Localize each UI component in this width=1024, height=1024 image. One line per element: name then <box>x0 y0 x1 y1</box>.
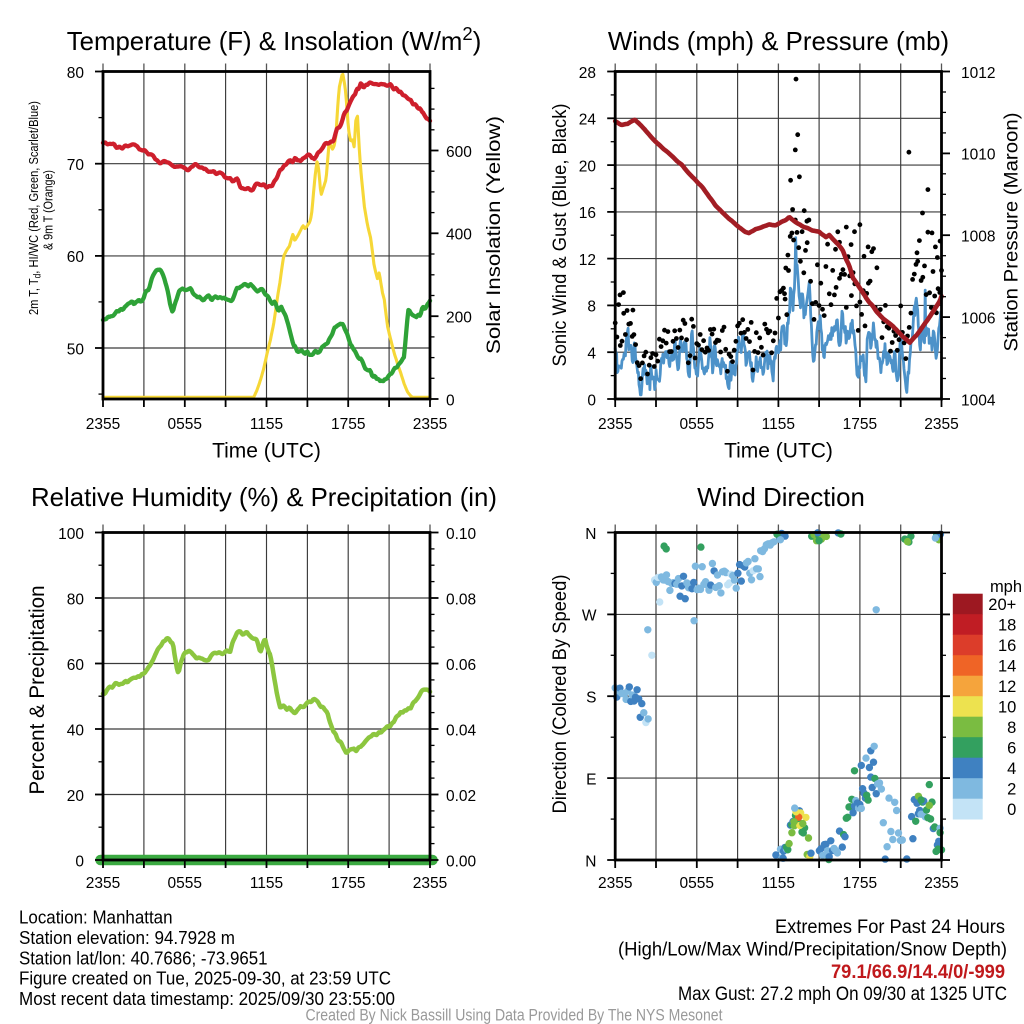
svg-text:Solar Insolation (Yellow): Solar Insolation (Yellow) <box>483 116 505 354</box>
svg-text:12: 12 <box>998 678 1016 696</box>
svg-text:0.02: 0.02 <box>446 788 476 805</box>
svg-text:S: S <box>586 690 596 707</box>
svg-text:80: 80 <box>67 65 85 82</box>
svg-text:Temperature (F) & Insolation (: Temperature (F) & Insolation (W/m2) <box>67 23 482 56</box>
svg-text:4: 4 <box>1007 760 1016 778</box>
svg-text:16: 16 <box>579 205 596 222</box>
svg-text:12: 12 <box>579 252 596 269</box>
svg-text:1755: 1755 <box>331 416 365 433</box>
svg-text:24: 24 <box>579 112 597 129</box>
svg-text:20: 20 <box>579 158 597 175</box>
svg-text:Relative Humidity (%) & Precip: Relative Humidity (%) & Precipitation (i… <box>31 484 497 512</box>
svg-text:2m T, Td, HI/WC (Red, Green, S: 2m T, Td, HI/WC (Red, Green, Scarlet/Blu… <box>26 101 44 315</box>
svg-text:mph: mph <box>990 578 1022 596</box>
svg-text:6: 6 <box>1007 740 1016 758</box>
svg-text:28: 28 <box>579 65 596 82</box>
svg-text:200: 200 <box>446 309 472 326</box>
svg-text:100: 100 <box>58 526 84 543</box>
svg-text:0: 0 <box>75 853 84 870</box>
svg-text:1155: 1155 <box>762 416 795 433</box>
svg-text:Time (UTC): Time (UTC) <box>212 440 321 463</box>
svg-text:1155: 1155 <box>250 875 283 892</box>
svg-text:(High/Low/Max Wind/Precipitati: (High/Low/Max Wind/Precipitation/Snow De… <box>618 939 1007 960</box>
svg-text:2355: 2355 <box>924 875 958 892</box>
svg-text:2355: 2355 <box>86 875 120 892</box>
svg-text:8: 8 <box>1007 719 1016 737</box>
svg-text:2: 2 <box>1007 781 1016 799</box>
svg-text:0555: 0555 <box>168 416 202 433</box>
svg-text:Station Pressure (Maroon): Station Pressure (Maroon) <box>1001 113 1023 352</box>
svg-text:Station elevation: 94.7928 m: Station elevation: 94.7928 m <box>19 928 235 948</box>
svg-text:0.10: 0.10 <box>446 526 477 543</box>
svg-text:Time (UTC): Time (UTC) <box>724 440 833 463</box>
svg-text:1155: 1155 <box>250 416 283 433</box>
svg-text:& 9m T (Orange): & 9m T (Orange) <box>41 170 56 250</box>
svg-text:8: 8 <box>587 299 596 316</box>
svg-text:18: 18 <box>998 617 1016 635</box>
svg-text:40: 40 <box>67 722 85 739</box>
svg-text:N: N <box>585 526 596 543</box>
svg-text:0.08: 0.08 <box>446 591 476 608</box>
svg-text:1755: 1755 <box>843 416 877 433</box>
svg-text:50: 50 <box>67 341 85 358</box>
svg-text:60: 60 <box>67 249 85 266</box>
svg-text:Direction (Colored By Speed): Direction (Colored By Speed) <box>549 575 571 814</box>
svg-text:20: 20 <box>67 788 85 805</box>
svg-text:1006: 1006 <box>961 310 995 327</box>
svg-text:2355: 2355 <box>413 416 447 433</box>
svg-text:1012: 1012 <box>961 65 995 82</box>
svg-text:Max Gust: 27.2 mph On 09/30 at: Max Gust: 27.2 mph On 09/30 at 1325 UTC <box>678 984 1007 1005</box>
svg-text:1755: 1755 <box>331 875 365 892</box>
svg-text:Percent & Precipitation: Percent & Precipitation <box>25 586 49 795</box>
svg-text:Wind Direction: Wind Direction <box>697 484 865 512</box>
svg-text:Most recent data timestamp: 20: Most recent data timestamp: 2025/09/30 2… <box>19 989 395 1009</box>
svg-text:2355: 2355 <box>598 875 632 892</box>
svg-text:N: N <box>585 853 596 870</box>
svg-text:1155: 1155 <box>762 875 795 892</box>
svg-text:14: 14 <box>998 658 1016 676</box>
svg-text:0: 0 <box>446 392 455 409</box>
svg-text:1008: 1008 <box>961 229 995 246</box>
svg-text:Created By Nick Bassill Using: Created By Nick Bassill Using Data Provi… <box>306 1006 723 1024</box>
svg-text:4: 4 <box>587 346 596 363</box>
svg-text:2355: 2355 <box>413 875 447 892</box>
svg-text:Figure created on Tue, 2025-09: Figure created on Tue, 2025-09-30, at 23… <box>19 969 391 989</box>
svg-text:10: 10 <box>998 699 1016 717</box>
svg-text:0.00: 0.00 <box>446 853 477 870</box>
svg-text:1755: 1755 <box>843 875 877 892</box>
svg-text:0: 0 <box>587 392 596 409</box>
svg-text:0555: 0555 <box>168 875 202 892</box>
svg-text:1010: 1010 <box>961 147 996 164</box>
svg-text:0: 0 <box>1007 801 1016 819</box>
svg-text:400: 400 <box>446 227 472 244</box>
svg-text:Extremes For Past 24 Hours: Extremes For Past 24 Hours <box>775 917 1005 938</box>
svg-text:Station lat/lon: 40.7686; -73.: Station lat/lon: 40.7686; -73.9651 <box>19 948 268 968</box>
svg-text:2355: 2355 <box>924 416 958 433</box>
svg-text:60: 60 <box>67 657 85 674</box>
svg-text:20+: 20+ <box>988 596 1016 614</box>
svg-text:Winds (mph) & Pressure (mb): Winds (mph) & Pressure (mb) <box>608 28 949 56</box>
svg-text:E: E <box>586 771 596 788</box>
svg-text:Location: Manhattan: Location: Manhattan <box>19 908 173 928</box>
svg-text:2355: 2355 <box>86 416 120 433</box>
svg-text:0.06: 0.06 <box>446 657 476 674</box>
svg-text:Sonic Wind & Gust (Blue, Black: Sonic Wind & Gust (Blue, Black) <box>549 104 571 367</box>
svg-text:0.04: 0.04 <box>446 722 477 739</box>
svg-text:600: 600 <box>446 144 472 161</box>
svg-text:70: 70 <box>67 157 85 174</box>
svg-text:1004: 1004 <box>961 392 996 409</box>
svg-text:80: 80 <box>67 591 85 608</box>
svg-text:79.1/66.9/14.4/0/-999: 79.1/66.9/14.4/0/-999 <box>831 962 1005 983</box>
svg-text:0555: 0555 <box>680 875 714 892</box>
svg-text:W: W <box>582 608 597 625</box>
svg-text:2355: 2355 <box>598 416 632 433</box>
svg-text:0555: 0555 <box>680 416 714 433</box>
svg-text:16: 16 <box>998 637 1016 655</box>
